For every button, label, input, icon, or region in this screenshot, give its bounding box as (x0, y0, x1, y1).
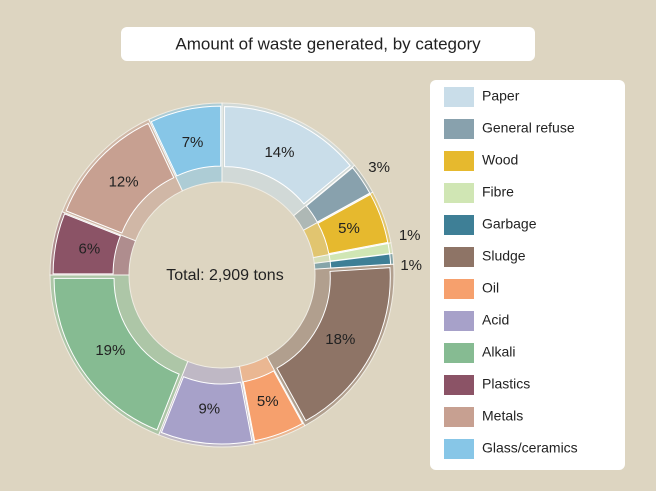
segment (160, 376, 253, 445)
segment (53, 277, 180, 431)
legend-label: Glass/ceramics (482, 440, 578, 456)
value-label: 1% (400, 257, 422, 274)
segment (52, 213, 121, 275)
legend-label: Sludge (482, 248, 526, 264)
legend-label: Oil (482, 280, 499, 296)
value-label: 5% (338, 220, 360, 237)
donut (49, 102, 395, 448)
legend-swatch (444, 119, 474, 139)
segment (329, 253, 392, 269)
legend-swatch (444, 151, 474, 171)
segment (305, 167, 371, 223)
legend-label: Paper (482, 88, 520, 104)
value-label: 3% (368, 159, 390, 176)
legend-label: Wood (482, 152, 518, 168)
segment (65, 122, 175, 234)
segment (317, 193, 389, 255)
legend-label: Alkali (482, 344, 515, 360)
value-label: 12% (109, 174, 139, 191)
legend-swatch (444, 247, 474, 267)
center-label: Total: 2,909 tons (166, 267, 283, 284)
chart-title: Amount of waste generated, by category (175, 34, 481, 53)
legend-label: Fibre (482, 184, 514, 200)
value-label: 5% (257, 393, 279, 410)
value-label: 14% (264, 144, 294, 161)
legend-swatch (444, 183, 474, 203)
legend-swatch (444, 343, 474, 363)
segment (150, 105, 222, 177)
legend-swatch (444, 215, 474, 235)
legend-swatch (444, 407, 474, 427)
value-label: 7% (182, 134, 204, 151)
legend-swatch (444, 375, 474, 395)
legend-swatch (444, 439, 474, 459)
legend-label: Garbage (482, 216, 537, 232)
legend-label: General refuse (482, 120, 575, 136)
value-label: 19% (95, 342, 125, 359)
legend-swatch (444, 311, 474, 331)
value-label: 9% (198, 400, 220, 417)
segment (242, 370, 304, 442)
legend-box (430, 80, 625, 470)
title-box (121, 27, 535, 61)
segment (276, 267, 391, 422)
legend-swatch (444, 87, 474, 107)
legend-swatch (444, 279, 474, 299)
segment (224, 106, 351, 205)
legend-label: Metals (482, 408, 523, 424)
value-label: 18% (325, 331, 355, 348)
value-label: 1% (399, 227, 421, 244)
legend-label: Plastics (482, 376, 530, 392)
value-label: 6% (79, 241, 101, 258)
legend-label: Acid (482, 312, 509, 328)
